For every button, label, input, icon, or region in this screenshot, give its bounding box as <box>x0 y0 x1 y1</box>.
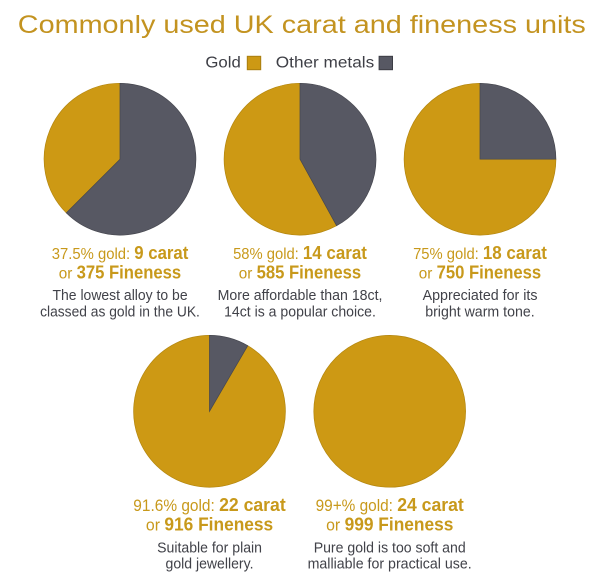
svg-text:or 375 Fineness: or 375 Fineness <box>59 262 181 282</box>
svg-text:Commonly used UK carat and fin: Commonly used UK carat and fineness unit… <box>18 11 586 39</box>
svg-text:or 916 Fineness: or 916 Fineness <box>146 514 273 535</box>
svg-text:More affordable than 18ct,: More affordable than 18ct, <box>218 288 383 304</box>
svg-text:91.6% gold: 22 carat: 91.6% gold: 22 carat <box>133 494 285 515</box>
svg-text:14ct is a popular choice.: 14ct is a popular choice. <box>224 304 376 320</box>
svg-text:or 750 Fineness: or 750 Fineness <box>419 262 541 282</box>
svg-text:Appreciated for its: Appreciated for its <box>423 288 538 304</box>
svg-text:classed as gold in the UK.: classed as gold in the UK. <box>40 304 200 320</box>
svg-text:or 999 Fineness: or 999 Fineness <box>326 514 453 535</box>
svg-text:Suitable for plain: Suitable for plain <box>157 540 262 556</box>
svg-text:Pure gold is too soft and: Pure gold is too soft and <box>314 540 466 556</box>
svg-text:Gold: Gold <box>205 55 240 72</box>
svg-text:99+% gold: 24 carat: 99+% gold: 24 carat <box>316 494 464 515</box>
svg-text:75% gold: 18 carat: 75% gold: 18 carat <box>413 243 547 263</box>
svg-text:or 585 Fineness: or 585 Fineness <box>239 262 361 282</box>
svg-text:58% gold: 14 carat: 58% gold: 14 carat <box>233 243 367 263</box>
svg-text:Other metals: Other metals <box>276 55 375 72</box>
svg-text:gold jewellery.: gold jewellery. <box>166 557 254 573</box>
svg-text:malliable for practical use.: malliable for practical use. <box>308 557 472 573</box>
svg-text:The lowest alloy to be: The lowest alloy to be <box>53 288 188 304</box>
svg-text:37.5% gold: 9 carat: 37.5% gold: 9 carat <box>52 243 189 263</box>
svg-text:bright warm tone.: bright warm tone. <box>425 304 535 320</box>
